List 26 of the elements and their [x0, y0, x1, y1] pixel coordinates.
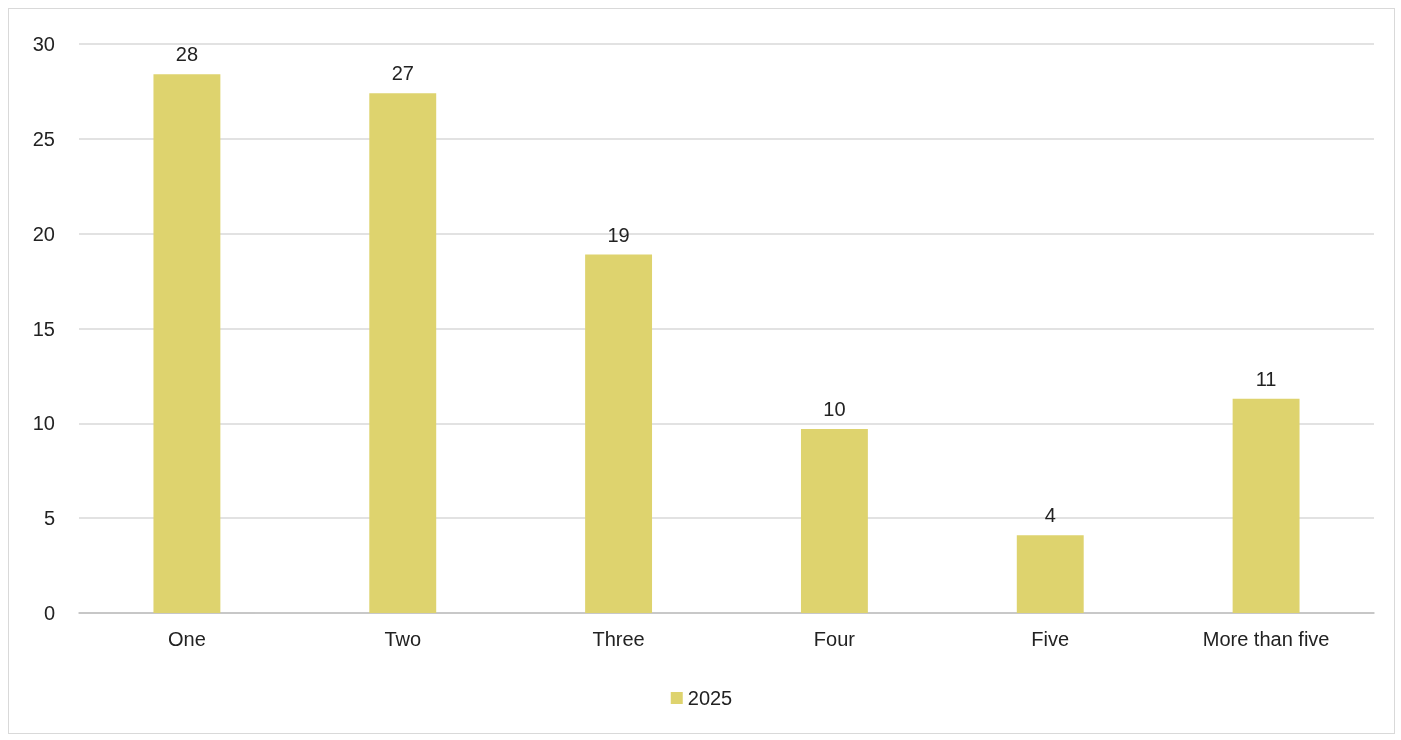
data-label: 28	[175, 43, 199, 66]
bar	[1016, 535, 1084, 613]
data-label: 19	[607, 223, 630, 246]
data-label: 4	[1044, 504, 1056, 527]
data-label: 27	[391, 62, 414, 85]
y-tick-label: 0	[43, 602, 55, 624]
bar	[153, 74, 221, 613]
bar	[1232, 398, 1300, 613]
x-tick-label: Three	[592, 628, 645, 650]
bar	[369, 93, 437, 613]
bar	[585, 254, 653, 613]
x-tick-label: Four	[813, 628, 856, 650]
y-tick-label: 5	[43, 507, 55, 530]
y-tick-label: 20	[32, 222, 55, 245]
y-tick-label: 15	[32, 317, 55, 340]
data-label: 11	[1255, 367, 1277, 390]
legend-label: 2025	[687, 687, 733, 709]
bar	[800, 429, 868, 613]
data-label: 10	[823, 398, 846, 421]
y-tick-label: 10	[32, 412, 55, 435]
y-tick-label: 25	[32, 127, 55, 150]
x-tick-label: Two	[384, 628, 422, 650]
x-tick-label: More than five	[1202, 628, 1330, 650]
y-tick-label: 30	[32, 33, 55, 55]
x-tick-label: Five	[1031, 628, 1070, 650]
x-tick-label: One	[168, 628, 206, 650]
